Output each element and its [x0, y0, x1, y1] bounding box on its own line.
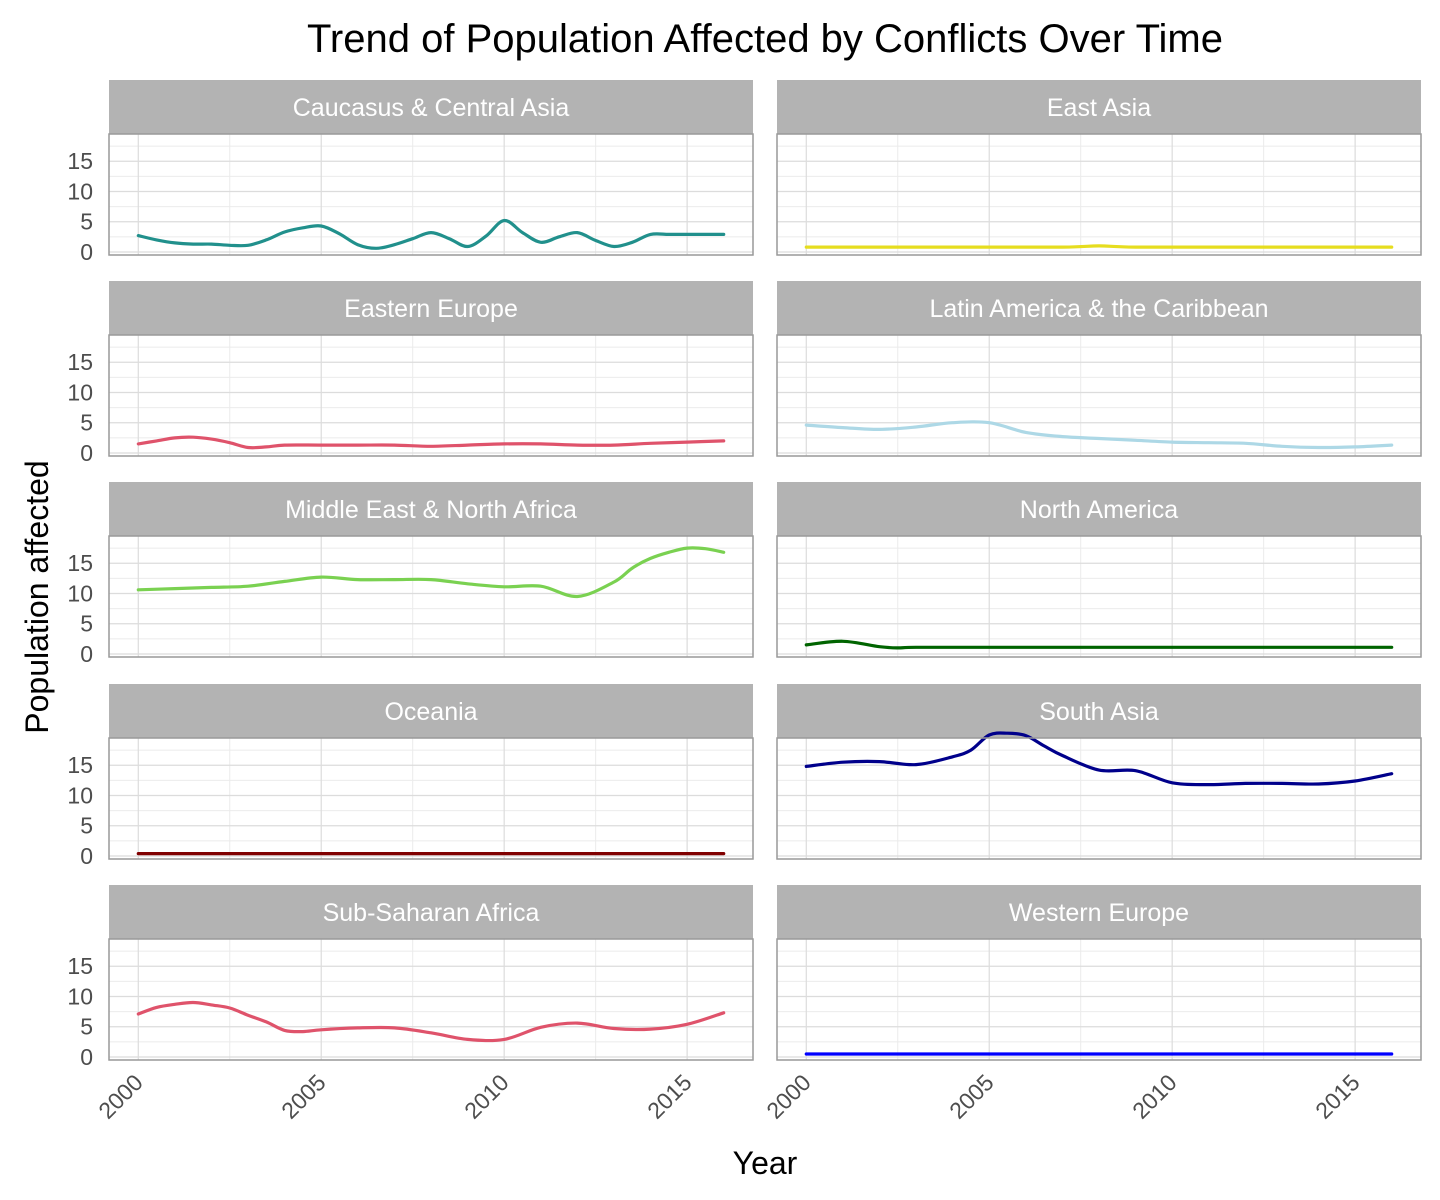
y-tick-label: 0 — [80, 641, 93, 667]
panel-background — [777, 134, 1421, 255]
facet-strip-label: Middle East & North Africa — [285, 496, 577, 524]
panel-border — [776, 938, 1422, 1061]
panel-border — [108, 334, 754, 457]
facet-strip — [109, 684, 753, 738]
y-tick-label: 5 — [80, 209, 93, 235]
y-tick-label: 15 — [67, 953, 93, 979]
y-tick-label: 5 — [80, 813, 93, 839]
facet-strip-label: Oceania — [384, 698, 477, 726]
x-tick-label: 2010 — [1127, 1069, 1182, 1124]
facet-strip-label: Latin America & the Caribbean — [929, 295, 1268, 323]
panel-background — [109, 738, 753, 859]
panel-border — [108, 737, 754, 860]
panel-background — [109, 335, 753, 456]
y-tick-label: 10 — [67, 580, 93, 606]
facet-south-asia: South Asia — [776, 684, 1422, 860]
facet-latin-america-and-the-caribbean: Latin America & the Caribbean — [776, 281, 1422, 457]
x-tick-label: 2005 — [276, 1069, 331, 1124]
facet-strip — [777, 281, 1421, 335]
facet-middle-east-and-north-africa: Middle East & North Africa 0 5 10 15 — [67, 482, 754, 667]
y-tick-label: 15 — [67, 550, 93, 576]
panel-border — [108, 938, 754, 1061]
panel-border — [776, 535, 1422, 658]
facet-strip — [109, 80, 753, 134]
facet-north-america: North America — [776, 482, 1422, 658]
y-tick-label: 5 — [80, 611, 93, 637]
series-line-sub-saharan-africa — [136, 1000, 726, 1043]
series-line-eastern-europe — [136, 435, 726, 450]
series-line-north-america — [804, 639, 1394, 650]
facet-strip-label: Caucasus & Central Asia — [293, 94, 570, 122]
y-tick-label: 10 — [67, 178, 93, 204]
panel-background — [777, 738, 1421, 859]
facet-strip-label: Western Europe — [1009, 899, 1189, 927]
facet-strip — [109, 482, 753, 536]
facet-strip — [777, 482, 1421, 536]
x-tick-label: 2000 — [761, 1069, 816, 1124]
y-tick-label: 5 — [80, 1014, 93, 1040]
facet-strip — [109, 885, 753, 939]
y-tick-label: 15 — [67, 752, 93, 778]
y-tick-label: 10 — [67, 379, 93, 405]
facet-western-europe: Western Europe 2000 2005 2010 2015 — [761, 885, 1422, 1124]
panel-background — [109, 939, 753, 1060]
y-tick-label: 0 — [80, 1044, 93, 1070]
facet-east-asia: East Asia — [776, 80, 1422, 256]
panel-border — [776, 737, 1422, 860]
facet-strip-label: North America — [1020, 496, 1178, 524]
y-tick-label: 0 — [80, 440, 93, 466]
facet-strip-label: East Asia — [1047, 94, 1151, 122]
facet-strip-label: Eastern Europe — [344, 295, 518, 323]
panel-background — [777, 536, 1421, 657]
facet-strip-label: South Asia — [1039, 698, 1159, 726]
facet-strip — [777, 885, 1421, 939]
facet-caucasus-and-central-asia: Caucasus & Central Asia 0 5 10 15 — [67, 80, 754, 265]
panel-background — [109, 536, 753, 657]
facet-strip — [109, 281, 753, 335]
panel-background — [777, 335, 1421, 456]
panel-border — [776, 334, 1422, 457]
panel-background — [777, 939, 1421, 1060]
y-tick-label: 5 — [80, 410, 93, 436]
y-tick-label: 10 — [67, 983, 93, 1009]
x-tick-label: 2005 — [944, 1069, 999, 1124]
x-tick-label: 2015 — [642, 1069, 697, 1124]
x-tick-label: 2000 — [93, 1069, 148, 1124]
x-tick-label: 2015 — [1310, 1069, 1365, 1124]
y-tick-label: 0 — [80, 239, 93, 265]
panel-border — [108, 133, 754, 256]
y-tick-label: 10 — [67, 782, 93, 808]
series-line-latin-america-and-the-caribbean — [804, 420, 1394, 450]
x-axis-title: Year — [733, 1145, 798, 1181]
y-tick-label: 0 — [80, 843, 93, 869]
facet-sub-saharan-africa: Sub-Saharan Africa 0 5 10 15 2000 2005 2010 2015 — [67, 885, 754, 1124]
series-line-south-asia — [804, 731, 1394, 787]
facet-strip — [777, 684, 1421, 738]
y-tick-label: 15 — [67, 349, 93, 375]
panel-border — [108, 535, 754, 658]
chart-title: Trend of Population Affected by Conflict… — [307, 17, 1223, 61]
panel-border — [776, 133, 1422, 256]
facet-eastern-europe: Eastern Europe 0 5 10 15 — [67, 281, 754, 466]
facet-strip — [777, 80, 1421, 134]
facet-strip-label: Sub-Saharan Africa — [323, 899, 540, 927]
x-tick-label: 2010 — [459, 1069, 514, 1124]
facet-grid: Caucasus & Central Asia 0 5 10 15 East Asia Ea… — [67, 80, 1422, 1124]
facet-oceania: Oceania 0 5 10 15 — [67, 684, 754, 869]
y-axis-title: Population affected — [19, 460, 55, 733]
series-line-east-asia — [804, 244, 1394, 249]
series-line-middle-east-and-north-africa — [136, 546, 726, 599]
y-tick-label: 15 — [67, 148, 93, 174]
series-line-caucasus-and-central-asia — [136, 218, 726, 250]
